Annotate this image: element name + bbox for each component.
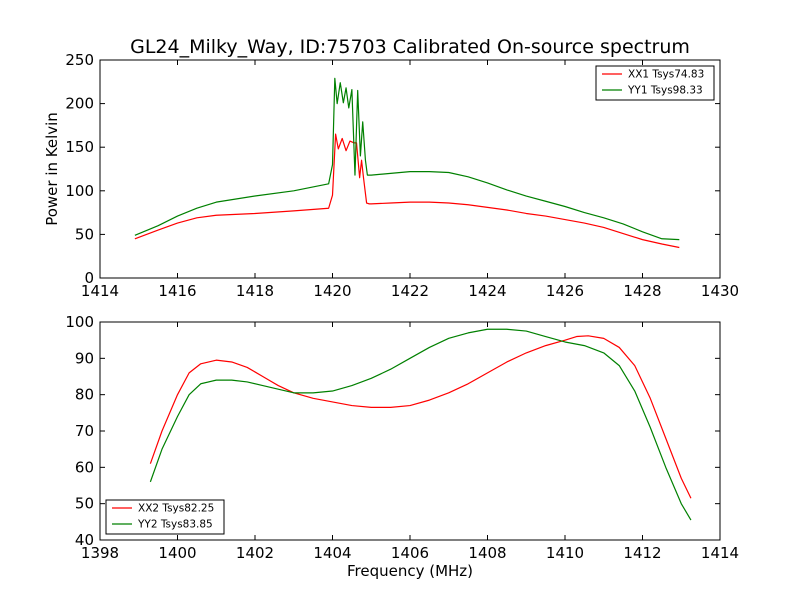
x-tick-label: 1400	[158, 544, 196, 562]
legend-frame	[105, 499, 225, 535]
series-line-yy1	[134, 77, 680, 241]
y-tick-label: 80	[75, 386, 94, 404]
legend-label-xx1: XX1 Tsys74.83	[628, 69, 704, 81]
x-tick-label: 1428	[623, 282, 661, 300]
series-line-xx1	[134, 133, 680, 249]
legend-frame	[595, 65, 715, 101]
y-tick-label: 0	[84, 269, 94, 287]
y-tick-label: 200	[65, 95, 94, 113]
x-tick-label: 1424	[468, 282, 506, 300]
legend-label-yy2: YY2 Tsys83.85	[137, 519, 213, 531]
y-tick-label: 250	[65, 51, 94, 69]
x-tick-label: 1412	[623, 544, 661, 562]
x-tick-label: 1422	[391, 282, 429, 300]
x-tick-label: 1416	[158, 282, 196, 300]
legend-label-yy1: YY1 Tsys98.33	[627, 85, 703, 97]
chart-title: GL24_Milky_Way, ID:75703 Calibrated On-s…	[130, 36, 690, 58]
x-tick-label: 1398	[81, 544, 119, 562]
y-tick-label: 60	[75, 458, 94, 476]
x-tick-label: 1414	[701, 544, 739, 562]
x-tick-label: 1426	[546, 282, 584, 300]
y-tick-label: 150	[65, 138, 94, 156]
x-tick-label: 1430	[701, 282, 739, 300]
x-tick-label: 1420	[313, 282, 351, 300]
upper-plot-area: 1414 1416 1418 1420 1422 1424 1426 1428 1430 0 50 1…	[65, 51, 739, 300]
y-tick-label: 50	[75, 495, 94, 513]
x-tick-label: 1404	[313, 544, 351, 562]
y-tick-label: 40	[75, 531, 94, 549]
upper-spectrum-chart: GL24_Milky_Way, ID:75703 Calibrated On-s…	[43, 36, 739, 300]
y-tick-label: 50	[75, 225, 94, 243]
x-tick-label: 1406	[391, 544, 429, 562]
upper-legend: XX1 Tsys74.83 YY1 Tsys98.33	[595, 65, 715, 101]
x-tick-label: 1418	[236, 282, 274, 300]
x-tick-label: 1410	[546, 544, 584, 562]
y-tick-label: 100	[65, 182, 94, 200]
x-tick-label: 1402	[236, 544, 274, 562]
x-axis-label: Frequency (MHz)	[347, 562, 473, 580]
series-line-xx2	[149, 335, 692, 499]
x-tick-label: 1408	[468, 544, 506, 562]
lower-spectrum-chart: Frequency (MHz) 1398 1400 1402 1404 1406 1408…	[65, 313, 739, 580]
lower-plot-area: 1398 1400 1402 1404 1406 1408 1410 1412 1414 40 50…	[65, 313, 739, 562]
y-axis-label: Power in Kelvin	[43, 112, 61, 226]
legend-label-xx2: XX2 Tsys82.25	[138, 503, 214, 515]
y-tick-label: 70	[75, 422, 94, 440]
y-tick-label: 90	[75, 349, 94, 367]
y-tick-label: 100	[65, 313, 94, 331]
series-line-yy2	[149, 328, 692, 521]
lower-legend: XX2 Tsys82.25 YY2 Tsys83.85	[105, 499, 225, 535]
x-tick-label: 1414	[81, 282, 119, 300]
